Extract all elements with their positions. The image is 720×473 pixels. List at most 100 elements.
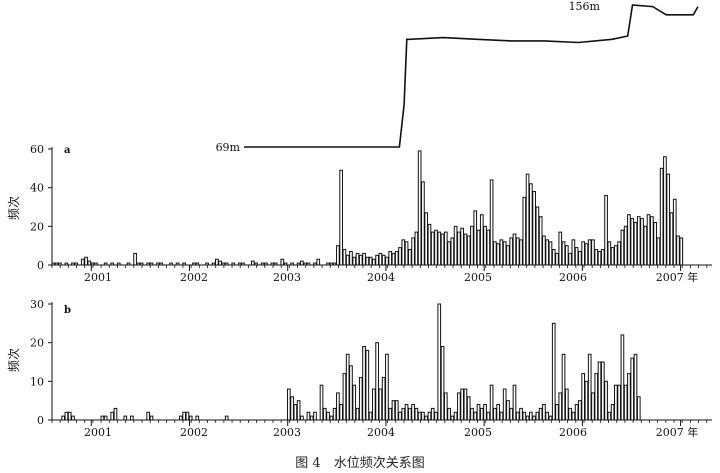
bar — [51, 262, 56, 266]
bar — [427, 411, 432, 421]
tick-labels-b: 0 10 20 30 2001 2002 2003 2004 2005 2006 2007 年 — [30, 298, 698, 439]
bar — [627, 373, 631, 421]
bar — [407, 249, 412, 266]
bar — [385, 256, 389, 266]
bar — [116, 262, 121, 266]
x-tick-label: 2004 — [367, 271, 395, 284]
bar — [368, 256, 373, 266]
bar — [499, 239, 504, 266]
bar — [430, 407, 435, 421]
bar — [466, 396, 471, 421]
bar — [581, 241, 586, 266]
bar — [375, 254, 379, 266]
bar — [542, 235, 546, 266]
bar — [90, 262, 95, 266]
bar — [538, 216, 543, 266]
bar — [633, 353, 638, 421]
bar — [224, 415, 229, 421]
bar — [355, 407, 360, 421]
bar — [414, 231, 419, 266]
bar — [332, 407, 337, 421]
bar — [345, 254, 350, 266]
bar — [499, 411, 504, 421]
bar — [623, 384, 628, 421]
bar — [398, 411, 402, 421]
x-tick-label: 2006 — [559, 271, 587, 284]
bar — [578, 400, 582, 421]
bar — [293, 404, 298, 421]
bar — [306, 262, 311, 266]
bar — [349, 365, 353, 421]
bar — [391, 400, 396, 421]
x-tick-label: 2002 — [180, 271, 208, 284]
y-tick-label: 20 — [30, 337, 44, 350]
bar — [443, 392, 448, 421]
water-level-start-label: 69m — [216, 141, 241, 154]
bar — [381, 254, 386, 266]
bar — [672, 198, 677, 266]
y-axis-title-a: 频次 — [7, 196, 21, 220]
bar — [290, 262, 294, 266]
bar — [241, 262, 245, 266]
y-tick-label: 60 — [30, 143, 44, 156]
bar — [156, 262, 160, 266]
bar — [558, 231, 563, 266]
bar — [493, 407, 497, 421]
bar — [290, 396, 294, 421]
bar — [313, 262, 317, 266]
bar — [149, 415, 154, 421]
bar — [496, 404, 500, 421]
bar — [182, 411, 187, 421]
bar — [326, 411, 330, 421]
bar — [525, 173, 530, 266]
bar — [519, 407, 523, 421]
y-tick-label: 30 — [30, 298, 44, 311]
bar — [345, 353, 350, 421]
bar — [617, 384, 621, 421]
bar — [401, 407, 406, 421]
bar — [365, 256, 370, 266]
bars-a — [51, 150, 684, 266]
bar — [548, 241, 553, 266]
bar — [372, 258, 376, 266]
bar — [319, 384, 324, 421]
bar — [64, 411, 69, 421]
bar — [653, 221, 657, 266]
bar — [264, 262, 268, 266]
bar — [604, 380, 608, 421]
y-tick-label: 0 — [37, 414, 44, 427]
bar — [195, 262, 200, 266]
bar — [656, 237, 661, 266]
bar — [424, 415, 429, 421]
bar — [493, 241, 497, 266]
bar — [551, 249, 556, 266]
bar — [358, 376, 363, 421]
bar — [401, 239, 406, 266]
bar — [368, 411, 373, 421]
bar — [636, 396, 641, 421]
water-level-line-panel: 69m 156m — [216, 0, 699, 154]
bar — [192, 262, 196, 266]
bar — [630, 357, 635, 421]
bar — [260, 262, 265, 266]
bar — [74, 262, 79, 266]
bar — [650, 216, 654, 266]
bar — [179, 415, 183, 421]
bar — [136, 262, 141, 266]
bar — [479, 407, 484, 421]
bar — [489, 384, 494, 421]
bar — [336, 392, 340, 421]
bar — [388, 407, 393, 421]
bar — [529, 411, 533, 421]
bar — [87, 260, 92, 266]
bar — [453, 225, 458, 266]
bar — [620, 229, 625, 266]
bar — [591, 239, 595, 266]
bar — [473, 411, 478, 421]
bar — [597, 250, 602, 266]
bar — [103, 262, 108, 266]
water-level-line — [244, 4, 699, 148]
bar — [146, 262, 151, 266]
bar — [110, 262, 115, 266]
bar — [71, 415, 75, 421]
